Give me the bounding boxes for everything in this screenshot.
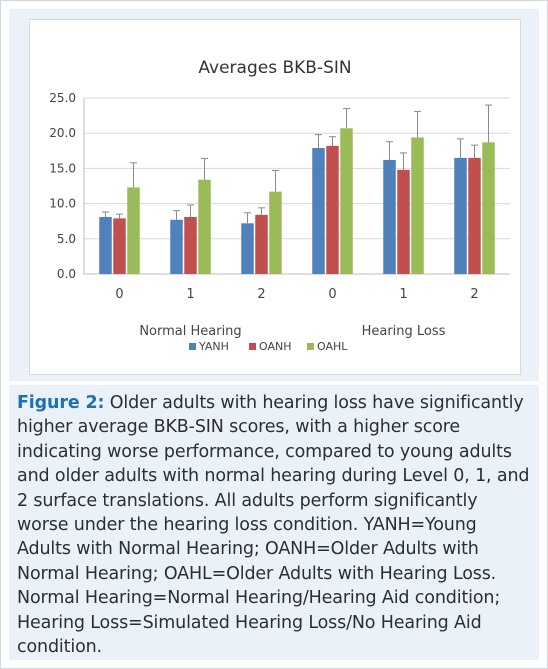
bar-oanh: [255, 214, 268, 274]
bar-yanh: [170, 219, 183, 274]
chart-panel: Averages BKB-SIN 0.0 5.0 10.0 15.0 20.0 25.0 0 1…: [9, 9, 539, 381]
legend-swatch-yanh: [189, 343, 196, 350]
bar-oahl: [269, 191, 282, 274]
bar-oahl: [198, 179, 211, 274]
x-tick-label: 2: [257, 287, 265, 302]
bar-yanh: [383, 159, 396, 274]
bar-oahl: [482, 142, 495, 274]
legend-label: YANH: [198, 340, 229, 353]
bar-oanh: [326, 145, 339, 274]
bar-yanh: [99, 216, 112, 274]
legend-label: OANH: [259, 340, 292, 353]
chart-card: Averages BKB-SIN 0.0 5.0 10.0 15.0 20.0 25.0 0 1…: [29, 19, 521, 375]
caption-text: Older adults with hearing loss have sign…: [17, 393, 530, 658]
bar-yanh: [312, 147, 325, 274]
x-group-label: Hearing Loss: [362, 324, 446, 339]
y-tick-label: 20.0: [49, 126, 76, 140]
bar-oahl: [127, 187, 140, 274]
y-tick-label: 15.0: [49, 161, 76, 175]
x-tick-label: 0: [328, 287, 336, 302]
x-tick-label: 0: [115, 287, 123, 302]
caption-label: Figure 2:: [17, 393, 105, 413]
bar-oanh: [397, 169, 410, 274]
legend-label: OAHL: [317, 340, 348, 353]
y-tick-label: 0.0: [57, 267, 76, 281]
y-tick-label: 25.0: [49, 91, 76, 105]
bar-oanh: [113, 218, 126, 274]
y-tick-label: 5.0: [57, 232, 76, 246]
bar-oanh: [184, 216, 197, 274]
bar-oahl: [340, 128, 353, 274]
x-group-label: Normal Hearing: [139, 324, 241, 339]
bar-yanh: [454, 157, 467, 274]
legend-swatch-oanh: [249, 343, 256, 350]
bar-yanh: [241, 223, 254, 274]
figure-caption: Figure 2: Older adults with hearing loss…: [17, 391, 533, 659]
legend-swatch-oahl: [307, 343, 314, 350]
y-tick-label: 10.0: [49, 197, 76, 211]
bar-chart: Averages BKB-SIN 0.0 5.0 10.0 15.0 20.0 25.0 0 1…: [49, 58, 510, 353]
x-tick-label: 1: [399, 287, 407, 302]
caption-panel: Figure 2: Older adults with hearing loss…: [9, 385, 539, 660]
x-tick-label: 2: [470, 287, 478, 302]
chart-title: Averages BKB-SIN: [198, 58, 351, 78]
bar-oahl: [411, 137, 424, 274]
bar-oanh: [468, 157, 481, 274]
x-tick-label: 1: [186, 287, 194, 302]
